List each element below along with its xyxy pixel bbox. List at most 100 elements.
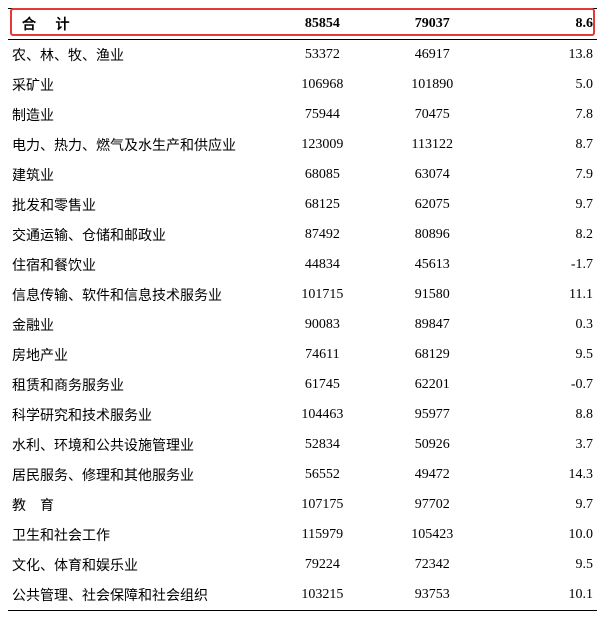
row-label: 制造业: [8, 100, 267, 130]
table-row: 租赁和商务服务业6174562201-0.7: [8, 370, 597, 400]
row-label: 水利、环境和公共设施管理业: [8, 430, 267, 460]
row-label: 房地产业: [8, 340, 267, 370]
row-v3: 7.9: [487, 160, 597, 190]
row-v1: 123009: [267, 130, 377, 160]
row-v2: 70475: [377, 100, 487, 130]
table-row: 信息传输、软件和信息技术服务业1017159158011.1: [8, 280, 597, 310]
row-v1: 106968: [267, 70, 377, 100]
row-v1: 44834: [267, 250, 377, 280]
row-label: 租赁和商务服务业: [8, 370, 267, 400]
row-v3: -1.7: [487, 250, 597, 280]
row-v1: 107175: [267, 490, 377, 520]
table-row: 制造业75944704757.8: [8, 100, 597, 130]
row-label: 文化、体育和娱乐业: [8, 550, 267, 580]
table-row: 批发和零售业68125620759.7: [8, 190, 597, 220]
row-v1: 115979: [267, 520, 377, 550]
row-v1: 74611: [267, 340, 377, 370]
row-v3: 13.8: [487, 40, 597, 71]
row-v2: 113122: [377, 130, 487, 160]
row-v3: 7.8: [487, 100, 597, 130]
table-row: 公共管理、社会保障和社会组织1032159375310.1: [8, 580, 597, 611]
row-v3: 9.5: [487, 550, 597, 580]
row-v1: 61745: [267, 370, 377, 400]
row-v2: 105423: [377, 520, 487, 550]
row-v3: 0.3: [487, 310, 597, 340]
table-row: 房地产业74611681299.5: [8, 340, 597, 370]
header-v2: 79037: [377, 9, 487, 40]
row-v1: 103215: [267, 580, 377, 611]
row-v2: 101890: [377, 70, 487, 100]
row-v1: 79224: [267, 550, 377, 580]
row-v2: 95977: [377, 400, 487, 430]
row-v3: 8.8: [487, 400, 597, 430]
row-v3: 11.1: [487, 280, 597, 310]
row-v2: 72342: [377, 550, 487, 580]
table-row: 文化、体育和娱乐业79224723429.5: [8, 550, 597, 580]
row-label: 卫生和社会工作: [8, 520, 267, 550]
row-v3: 5.0: [487, 70, 597, 100]
table-row: 卫生和社会工作11597910542310.0: [8, 520, 597, 550]
row-v2: 63074: [377, 160, 487, 190]
row-v2: 80896: [377, 220, 487, 250]
table-row: 采矿业1069681018905.0: [8, 70, 597, 100]
header-row: 合 计 85854 79037 8.6: [8, 9, 597, 40]
table-row: 金融业90083898470.3: [8, 310, 597, 340]
row-v2: 97702: [377, 490, 487, 520]
header-label: 合 计: [8, 9, 267, 40]
row-v2: 45613: [377, 250, 487, 280]
table-wrapper: 合 计 85854 79037 8.6 农、林、牧、渔业533724691713…: [8, 8, 597, 611]
row-v1: 101715: [267, 280, 377, 310]
row-label: 金融业: [8, 310, 267, 340]
row-v2: 93753: [377, 580, 487, 611]
row-v1: 87492: [267, 220, 377, 250]
row-v1: 53372: [267, 40, 377, 71]
row-v2: 50926: [377, 430, 487, 460]
row-v2: 68129: [377, 340, 487, 370]
row-v3: 9.7: [487, 490, 597, 520]
row-v3: 9.5: [487, 340, 597, 370]
table-row: 住宿和餐饮业4483445613-1.7: [8, 250, 597, 280]
row-v2: 89847: [377, 310, 487, 340]
row-label: 公共管理、社会保障和社会组织: [8, 580, 267, 611]
row-label: 居民服务、修理和其他服务业: [8, 460, 267, 490]
row-label: 建筑业: [8, 160, 267, 190]
row-v2: 62075: [377, 190, 487, 220]
row-v1: 68125: [267, 190, 377, 220]
row-v2: 49472: [377, 460, 487, 490]
table-row: 水利、环境和公共设施管理业52834509263.7: [8, 430, 597, 460]
row-v3: -0.7: [487, 370, 597, 400]
row-v1: 104463: [267, 400, 377, 430]
row-label: 交通运输、仓储和邮政业: [8, 220, 267, 250]
row-label: 科学研究和技术服务业: [8, 400, 267, 430]
row-v3: 3.7: [487, 430, 597, 460]
row-v2: 46917: [377, 40, 487, 71]
row-v3: 8.2: [487, 220, 597, 250]
row-v2: 91580: [377, 280, 487, 310]
table-row: 居民服务、修理和其他服务业565524947214.3: [8, 460, 597, 490]
row-label: 教 育: [8, 490, 267, 520]
row-label: 农、林、牧、渔业: [8, 40, 267, 71]
row-v1: 90083: [267, 310, 377, 340]
table-row: 建筑业68085630747.9: [8, 160, 597, 190]
table-row: 交通运输、仓储和邮政业87492808968.2: [8, 220, 597, 250]
row-v3: 8.7: [487, 130, 597, 160]
row-label: 电力、热力、燃气及水生产和供应业: [8, 130, 267, 160]
row-v1: 68085: [267, 160, 377, 190]
row-label: 批发和零售业: [8, 190, 267, 220]
row-v1: 56552: [267, 460, 377, 490]
row-v3: 9.7: [487, 190, 597, 220]
row-label: 采矿业: [8, 70, 267, 100]
row-v1: 52834: [267, 430, 377, 460]
row-v3: 10.0: [487, 520, 597, 550]
row-label: 住宿和餐饮业: [8, 250, 267, 280]
header-v1: 85854: [267, 9, 377, 40]
header-v3: 8.6: [487, 9, 597, 40]
table-row: 农、林、牧、渔业533724691713.8: [8, 40, 597, 71]
row-label: 信息传输、软件和信息技术服务业: [8, 280, 267, 310]
row-v3: 14.3: [487, 460, 597, 490]
row-v2: 62201: [377, 370, 487, 400]
table-row: 科学研究和技术服务业104463959778.8: [8, 400, 597, 430]
table-row: 教 育107175977029.7: [8, 490, 597, 520]
row-v3: 10.1: [487, 580, 597, 611]
industry-table: 合 计 85854 79037 8.6 农、林、牧、渔业533724691713…: [8, 8, 597, 611]
